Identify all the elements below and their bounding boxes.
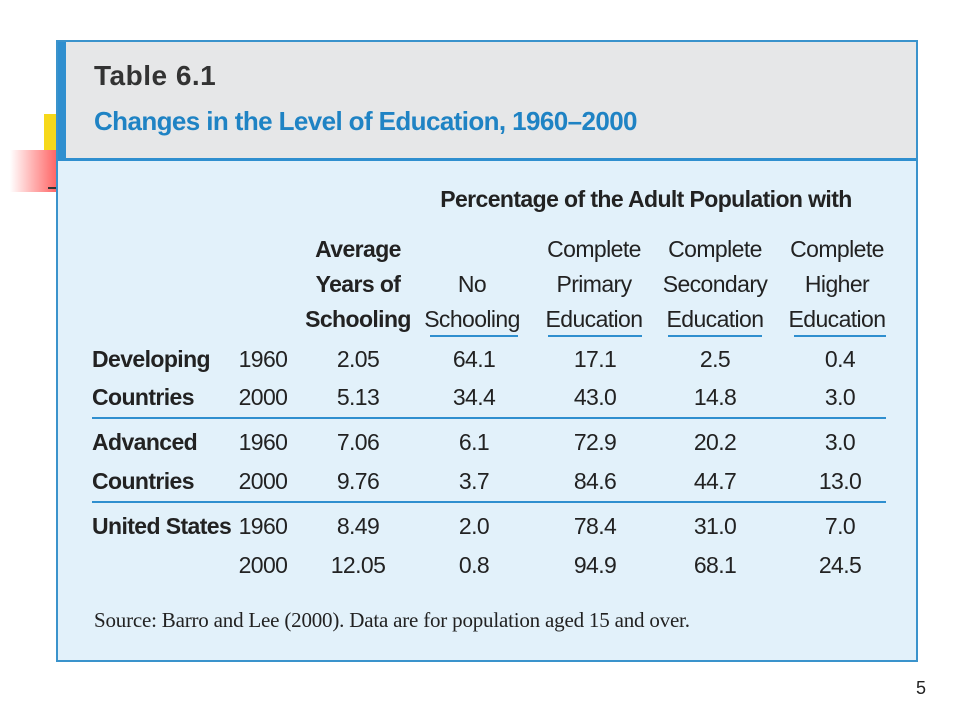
source-note: Source: Barro and Lee (2000). Data are f…: [94, 608, 690, 632]
secondary-cell: 44.7: [693, 468, 737, 494]
primary-cell: 72.9: [573, 429, 617, 455]
year-cell: 2000: [238, 552, 288, 578]
secondary-cell: 20.2: [693, 429, 737, 455]
primary-cell: 94.9: [573, 552, 617, 578]
col-header-higher: Complete Higher Education: [788, 236, 887, 332]
year-cell: 1960: [238, 429, 288, 455]
group-name-united-states: United States: [92, 513, 232, 539]
page-number: 5: [916, 678, 927, 698]
avg-years-cell: 9.76: [336, 468, 380, 494]
group-name-advanced-line1: Advanced: [92, 429, 198, 455]
secondary-cell: 31.0: [693, 513, 737, 539]
secondary-cell: 14.8: [693, 384, 737, 410]
avg-years-cell: 7.06: [336, 429, 380, 455]
col-underline-primary: [548, 335, 642, 337]
col-underline-no-schooling: [430, 335, 518, 337]
primary-cell: 43.0: [573, 384, 617, 410]
group-separator: [92, 501, 886, 503]
secondary-cell: 2.5: [699, 346, 731, 372]
col-header-secondary: Complete Secondary Education: [662, 236, 768, 332]
group-separator: [92, 417, 886, 419]
secondary-cell: 68.1: [693, 552, 737, 578]
avg-years-cell: 8.49: [336, 513, 380, 539]
col-underline-higher: [794, 335, 886, 337]
group-header: Percentage of the Adult Population with: [440, 186, 852, 212]
year-cell: 1960: [238, 346, 288, 372]
higher-cell: 13.0: [818, 468, 862, 494]
no-schooling-cell: 2.0: [458, 513, 490, 539]
primary-cell: 84.6: [573, 468, 617, 494]
table-title: Changes in the Level of Education, 1960–…: [94, 106, 638, 136]
higher-cell: 7.0: [824, 513, 856, 539]
year-cell: 1960: [238, 513, 288, 539]
table-header: Table 6.1 Changes in the Level of Educat…: [58, 42, 916, 161]
col-header-primary: Complete Primary Education: [545, 236, 644, 332]
avg-years-cell: 5.13: [336, 384, 380, 410]
group-name-developing-line1: Developing: [92, 346, 211, 372]
slide-accent-red: [10, 150, 60, 192]
col-header-no-schooling: No Schooling: [424, 271, 520, 332]
year-cell: 2000: [238, 468, 288, 494]
avg-years-cell: 2.05: [336, 346, 380, 372]
no-schooling-cell: 0.8: [458, 552, 490, 578]
header-stripe: [58, 42, 66, 158]
higher-cell: 24.5: [818, 552, 862, 578]
primary-cell: 17.1: [573, 346, 617, 372]
table-label: Table 6.1: [94, 60, 217, 91]
primary-cell: 78.4: [573, 513, 617, 539]
no-schooling-cell: 6.1: [458, 429, 490, 455]
slide-accent-line: [48, 187, 60, 189]
year-cell: 2000: [238, 384, 288, 410]
no-schooling-cell: 3.7: [458, 468, 490, 494]
col-underline-secondary: [668, 335, 762, 337]
education-table-panel: Table 6.1 Changes in the Level of Educat…: [56, 40, 918, 662]
higher-cell: 3.0: [824, 429, 856, 455]
higher-cell: 0.4: [824, 346, 856, 372]
higher-cell: 3.0: [824, 384, 856, 410]
no-schooling-cell: 64.1: [452, 346, 496, 372]
col-header-avg-years: Average Years of Schooling: [305, 236, 411, 332]
group-name-advanced-line2: Countries: [92, 468, 195, 494]
avg-years-cell: 12.05: [330, 552, 386, 578]
group-name-developing-line2: Countries: [92, 384, 195, 410]
no-schooling-cell: 34.4: [452, 384, 496, 410]
